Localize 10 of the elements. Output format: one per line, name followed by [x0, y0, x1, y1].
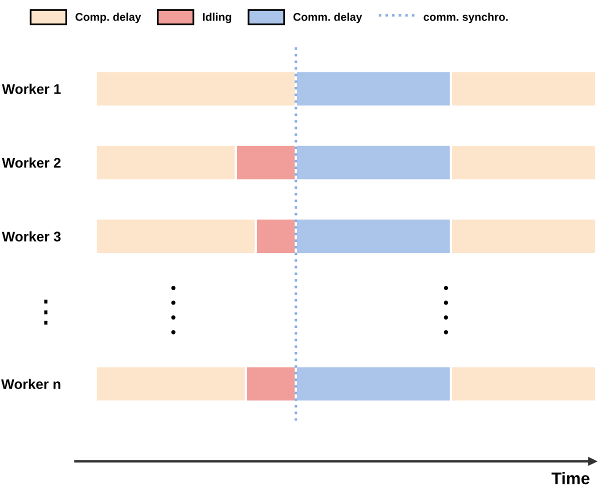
legend-label: Comm. delay: [293, 12, 362, 24]
y-tick-label: Worker n: [1, 378, 60, 390]
y-tick-label: Worker 3: [2, 231, 61, 242]
x-axis-title: Time: [552, 472, 590, 484]
legend-label: comm. synchro.: [424, 12, 508, 24]
legend-label: Comp. delay: [76, 12, 142, 24]
y-tick-label: ⋮: [44, 300, 48, 325]
y-tick-label: Worker 1: [2, 84, 61, 94]
y-tick-label: Worker 2: [2, 158, 61, 168]
legend-label: Idling: [203, 12, 232, 24]
